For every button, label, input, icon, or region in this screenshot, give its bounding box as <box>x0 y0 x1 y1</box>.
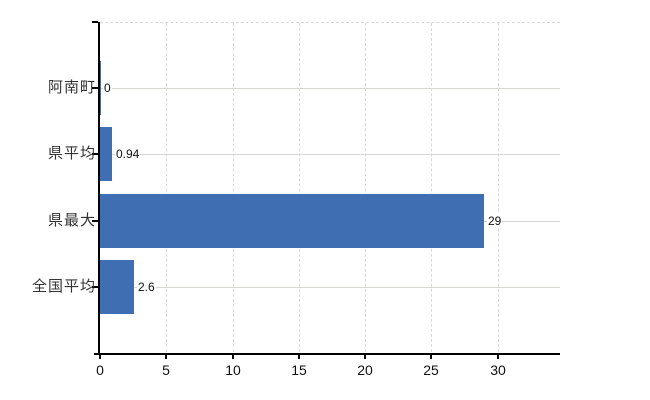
bar-value-label: 2.6 <box>137 280 156 294</box>
x-axis-tick <box>430 353 432 359</box>
x-axis-tick <box>298 353 300 359</box>
bar-value-label: 0 <box>103 81 112 95</box>
y-axis-tick <box>92 87 98 89</box>
y-axis-tick <box>92 286 98 288</box>
x-axis-tick <box>497 353 499 359</box>
vertical-gridline <box>365 23 367 352</box>
y-axis-tick <box>92 220 98 222</box>
y-axis-line <box>98 22 100 355</box>
bar-value-label: 0.94 <box>115 147 141 161</box>
bar <box>100 260 135 314</box>
x-tick-label: 0 <box>96 362 104 378</box>
x-tick-label: 5 <box>162 362 170 378</box>
x-axis-tick <box>165 353 167 359</box>
x-axis-tick <box>232 353 234 359</box>
category-label: 県平均 <box>47 145 96 162</box>
x-tick-label: 15 <box>291 362 307 378</box>
y-axis-top-tick <box>92 21 98 23</box>
x-axis-line <box>94 353 560 355</box>
vertical-gridline <box>166 23 168 352</box>
x-tick-label: 25 <box>423 362 439 378</box>
category-center-line <box>100 154 560 155</box>
category-center-line <box>100 88 560 89</box>
category-label: 県最大 <box>47 212 96 229</box>
category-label: 全国平均 <box>31 278 96 295</box>
category-label: 阿南町 <box>47 79 96 96</box>
bar-value-label: 29 <box>487 214 503 228</box>
x-tick-label: 10 <box>225 362 241 378</box>
vertical-gridline <box>431 23 433 352</box>
plot-top-border <box>100 22 560 23</box>
bar <box>100 194 485 248</box>
x-tick-label: 30 <box>490 362 506 378</box>
x-axis-tick <box>99 353 101 359</box>
category-center-line <box>100 287 560 288</box>
x-axis-tick <box>364 353 366 359</box>
bar <box>100 127 113 181</box>
y-axis-tick <box>92 153 98 155</box>
vertical-gridline <box>497 23 499 352</box>
vertical-gridline <box>298 23 300 352</box>
vertical-gridline <box>232 23 234 352</box>
bar <box>100 61 101 115</box>
x-tick-label: 20 <box>357 362 373 378</box>
